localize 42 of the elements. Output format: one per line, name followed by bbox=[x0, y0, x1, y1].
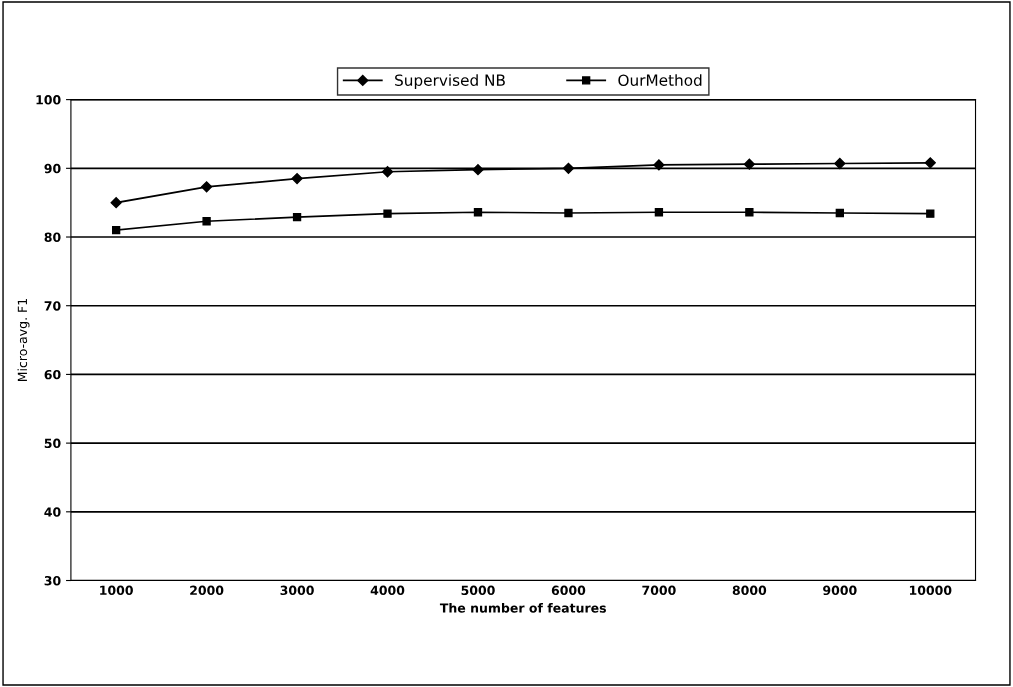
x-tick-label: 6000 bbox=[551, 585, 586, 596]
point bbox=[111, 225, 121, 235]
x-axis-title: The number of features bbox=[439, 603, 606, 613]
x-tick-label: 4000 bbox=[370, 585, 405, 596]
y-tick-label: 70 bbox=[44, 301, 61, 311]
point bbox=[292, 212, 302, 222]
x-tick-label: 1000 bbox=[100, 585, 133, 596]
point bbox=[562, 162, 575, 174]
y-tick-label: 90 bbox=[44, 163, 61, 174]
x-tick-label: 9000 bbox=[823, 585, 857, 596]
point bbox=[381, 166, 394, 178]
y-tick-label: 80 bbox=[44, 232, 61, 242]
y-tick-label: 40 bbox=[44, 507, 61, 517]
point bbox=[654, 208, 664, 217]
point bbox=[743, 158, 755, 170]
y-tick-label: 100 bbox=[36, 95, 61, 105]
legend-label: OurMethod bbox=[618, 74, 702, 86]
point bbox=[745, 208, 754, 217]
x-tick-label: 8000 bbox=[732, 585, 767, 596]
y-tick-label: 50 bbox=[44, 438, 61, 449]
point bbox=[926, 209, 935, 218]
point bbox=[110, 197, 122, 209]
legend-label: Supervised NB bbox=[395, 74, 505, 89]
point bbox=[924, 157, 936, 169]
point bbox=[383, 209, 392, 218]
point bbox=[835, 208, 844, 218]
y-tick-label: 30 bbox=[44, 575, 61, 586]
point bbox=[200, 181, 213, 193]
y-axis-title: Micro-avg. F1 bbox=[17, 298, 30, 382]
point bbox=[472, 164, 484, 176]
point bbox=[653, 159, 665, 171]
point bbox=[564, 208, 573, 218]
x-tick-label: 2000 bbox=[190, 585, 224, 596]
x-tick-label: 3000 bbox=[280, 585, 314, 596]
point bbox=[473, 208, 483, 217]
x-tick-label: 10000 bbox=[909, 585, 952, 596]
x-tick-label: 7000 bbox=[642, 585, 676, 596]
point bbox=[834, 157, 846, 170]
point bbox=[202, 217, 211, 226]
point bbox=[291, 173, 303, 185]
y-tick-label: 60 bbox=[44, 369, 61, 380]
x-tick-label: 5000 bbox=[461, 585, 495, 596]
